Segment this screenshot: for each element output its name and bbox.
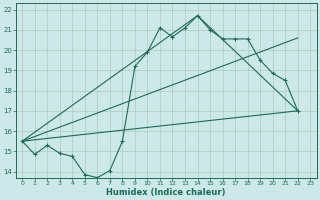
- X-axis label: Humidex (Indice chaleur): Humidex (Indice chaleur): [107, 188, 226, 197]
